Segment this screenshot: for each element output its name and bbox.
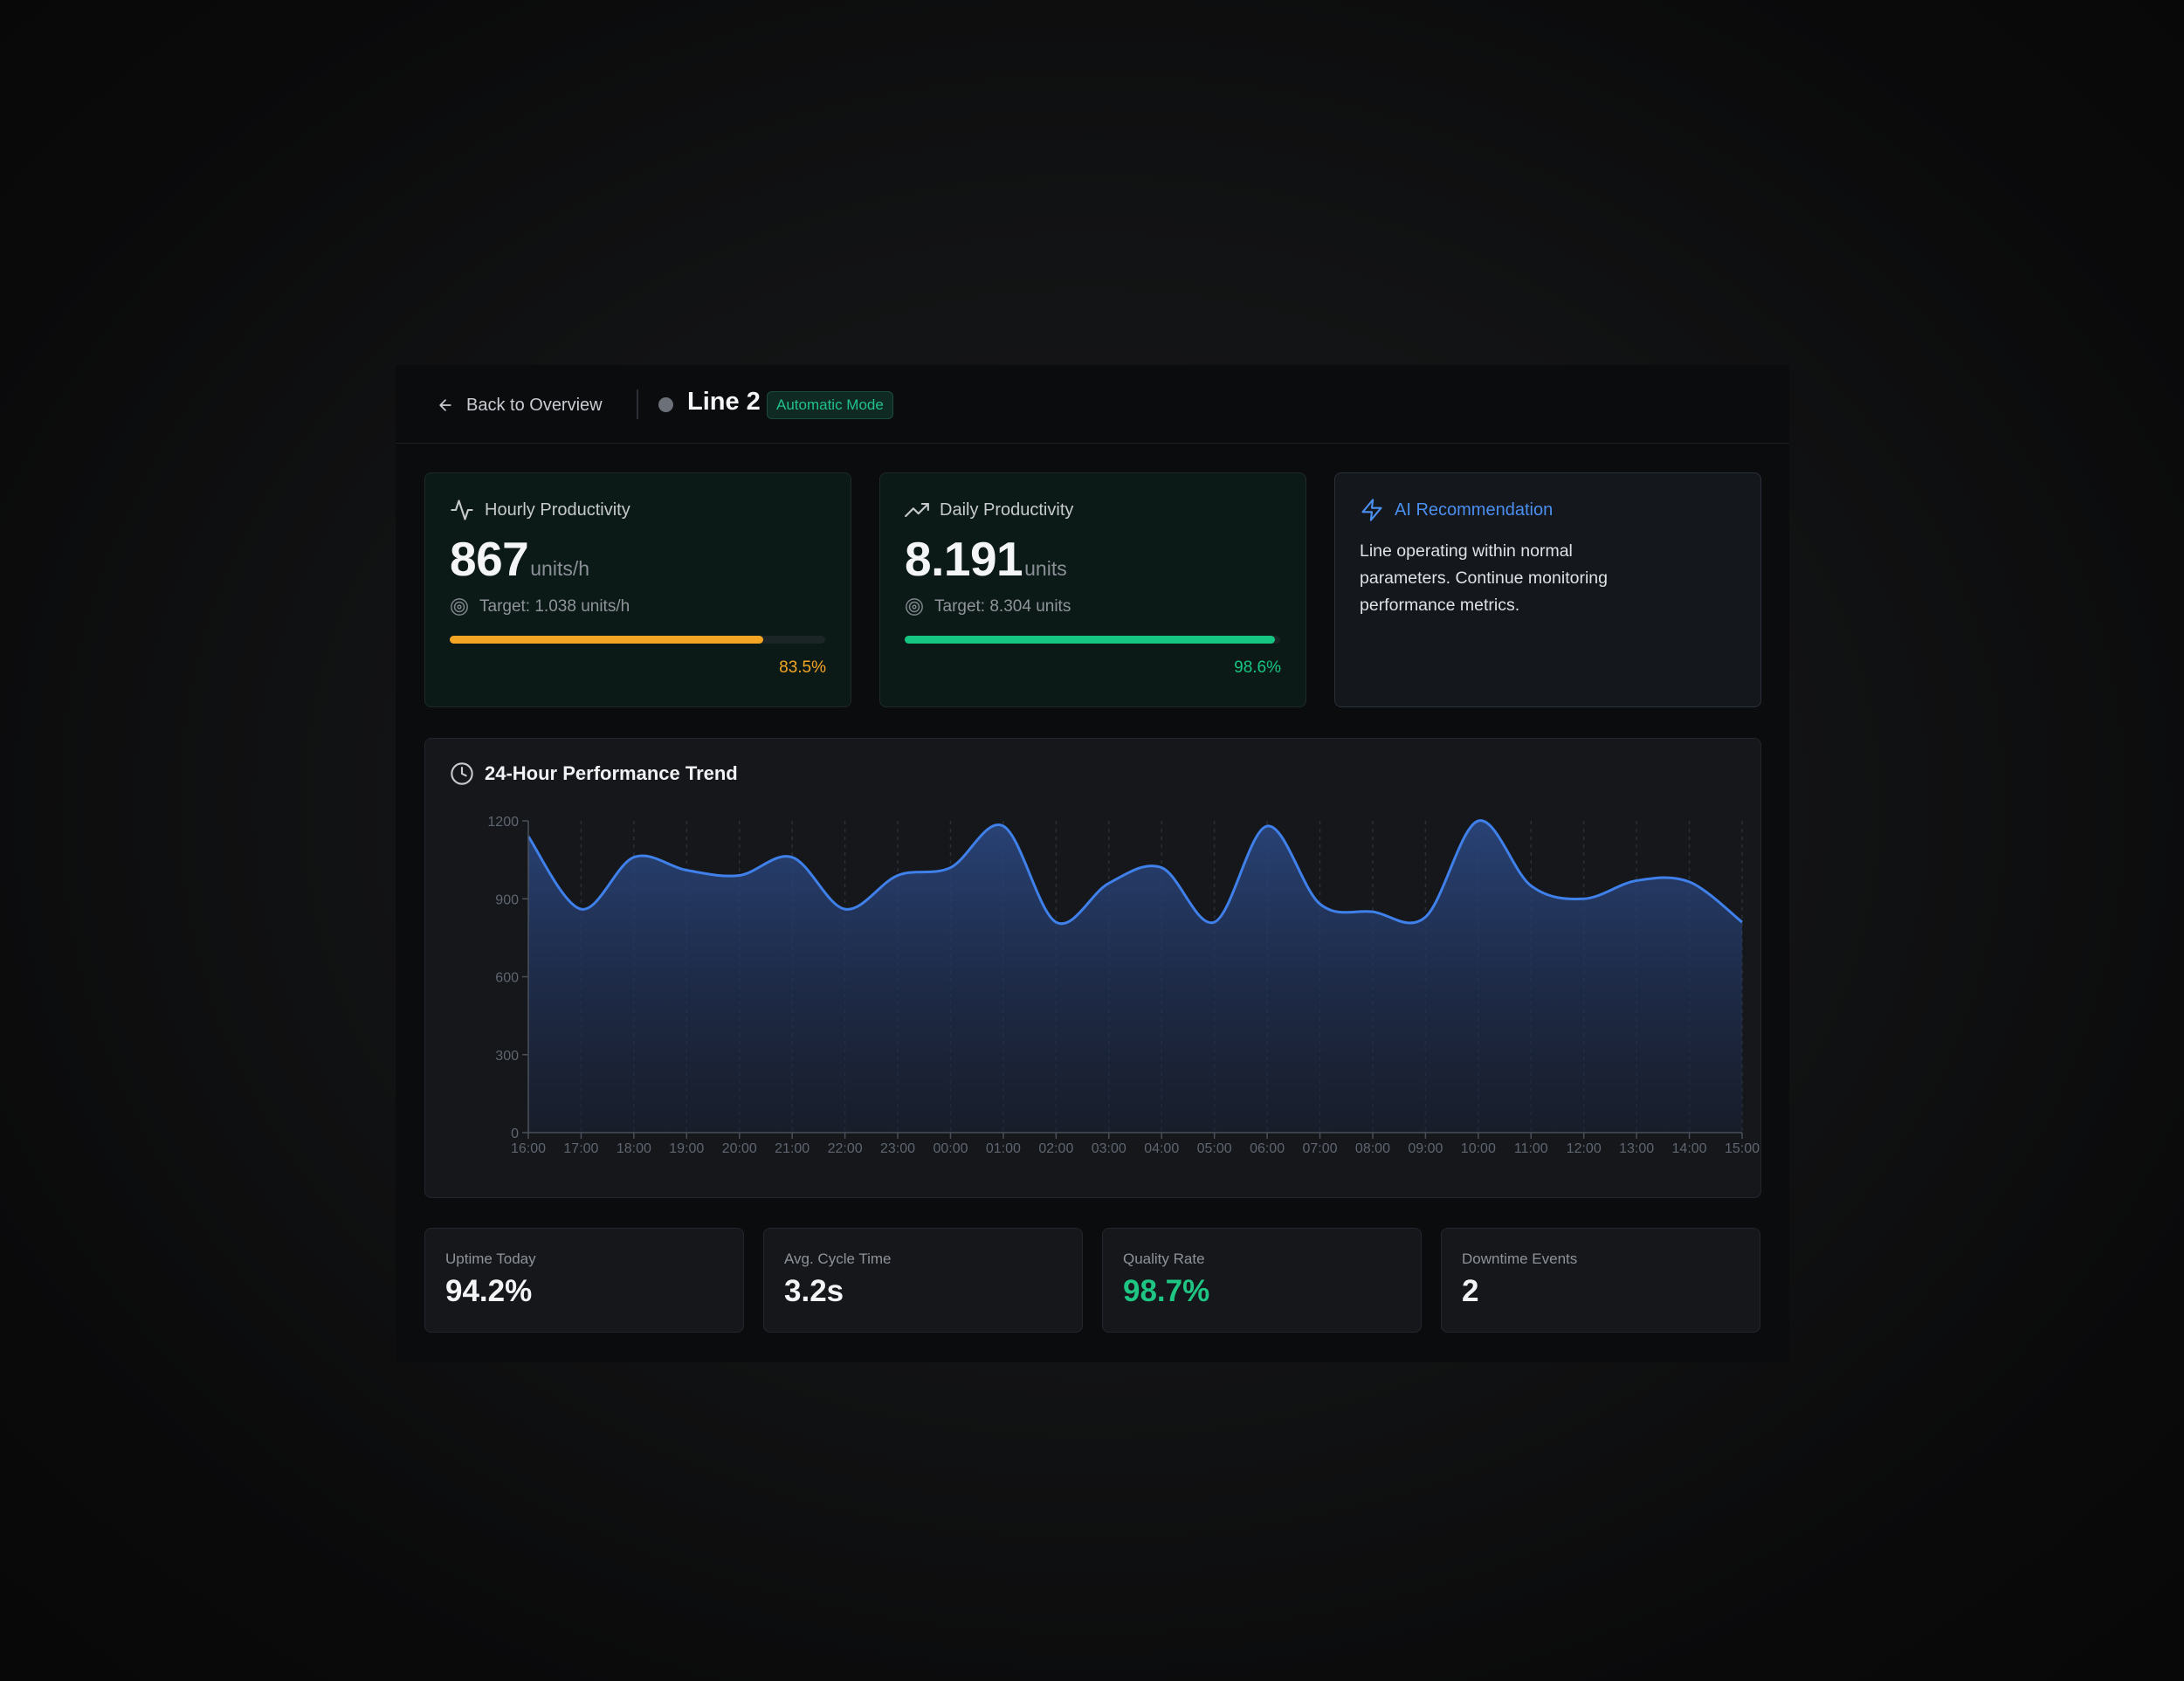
kpi-number: 8.191: [905, 532, 1023, 586]
area-fill: [528, 820, 1742, 1133]
y-tick-label: 600: [495, 971, 519, 986]
x-tick-label: 07:00: [1302, 1141, 1337, 1156]
stat-value: 98.7%: [1123, 1274, 1210, 1308]
stat-value: 2: [1462, 1274, 1479, 1308]
progress-percent: 83.5%: [779, 658, 826, 677]
back-label: Back to Overview: [466, 395, 603, 415]
card-header: 24-Hour Performance Trend: [450, 761, 738, 786]
x-tick-label: 17:00: [563, 1141, 598, 1156]
card-title: Hourly Productivity: [485, 499, 630, 520]
x-tick-label: 03:00: [1092, 1141, 1126, 1156]
x-tick-label: 13:00: [1619, 1141, 1654, 1156]
card-title: AI Recommendation: [1395, 499, 1554, 520]
arrow-left-icon: [439, 399, 451, 411]
x-tick-label: 08:00: [1355, 1141, 1390, 1156]
target-text: Target: 8.304 units: [934, 597, 1071, 616]
progress-fill: [905, 636, 1275, 644]
mode-badge: Automatic Mode: [767, 391, 893, 419]
x-tick-label: 23:00: [880, 1141, 915, 1156]
lightning-icon: [1361, 499, 1382, 521]
y-tick-label: 0: [511, 1126, 519, 1141]
stat-label: Quality Rate: [1123, 1250, 1205, 1267]
stat-value: 94.2%: [445, 1274, 533, 1308]
y-tick-label: 900: [495, 892, 519, 907]
y-tick-label: 1200: [487, 815, 519, 830]
card-header: AI Recommendation: [1360, 498, 1553, 522]
page-title: Line 2: [687, 388, 761, 416]
x-tick-label: 04:00: [1144, 1141, 1179, 1156]
performance-trend-card: 0 300 600 900 1200 16:00 17:00 18:00 19:00 20:00 2…: [424, 738, 1761, 1198]
stat-label: Avg. Cycle Time: [784, 1250, 892, 1267]
x-tick-label: 20:00: [722, 1141, 757, 1156]
card-header: Hourly Productivity: [450, 498, 630, 522]
back-to-overview-button[interactable]: Back to Overview: [437, 393, 603, 417]
activity-icon: [451, 499, 473, 520]
kpi-unit: units: [1024, 557, 1067, 580]
x-tick-label: 16:00: [511, 1141, 546, 1156]
card-title: Daily Productivity: [940, 499, 1074, 520]
x-tick-label: 12:00: [1567, 1141, 1602, 1156]
clock-icon: [451, 762, 473, 785]
stat-card-downtime-events: Downtime Events 2: [1441, 1228, 1760, 1333]
progress-bar: [905, 636, 1280, 644]
stat-label: Uptime Today: [445, 1250, 536, 1267]
chart-title: 24-Hour Performance Trend: [485, 762, 738, 784]
x-tick-label: 02:00: [1038, 1141, 1073, 1156]
target-icon: [451, 598, 468, 616]
kpi-target: Target: 1.038 units/h: [450, 597, 630, 617]
x-tick-label: 18:00: [617, 1141, 651, 1156]
progress-percent: 98.6%: [1234, 658, 1281, 677]
x-tick-label: 10:00: [1461, 1141, 1496, 1156]
top-bar: Back to Overview Line 2 Automatic Mode: [396, 365, 1789, 444]
x-tick-label: 01:00: [986, 1141, 1021, 1156]
line-detail-panel: Back to Overview Line 2 Automatic Mode H…: [396, 365, 1789, 1362]
status-dot: [658, 397, 673, 412]
target-icon: [906, 598, 923, 616]
stat-label: Downtime Events: [1462, 1250, 1578, 1267]
stat-value: 3.2s: [784, 1274, 844, 1308]
target-text: Target: 1.038 units/h: [479, 597, 630, 616]
x-tick-label: 11:00: [1514, 1141, 1548, 1156]
stat-card-uptime: Uptime Today 94.2%: [424, 1228, 744, 1333]
trending-up-icon: [905, 502, 929, 518]
kpi-value: 8.191 units: [905, 531, 1067, 587]
x-tick-label: 14:00: [1672, 1141, 1707, 1156]
x-tick-label: 06:00: [1250, 1141, 1285, 1156]
ai-recommendation-card: AI Recommendation Line operating within …: [1334, 472, 1761, 707]
x-tick-label: 00:00: [933, 1141, 968, 1156]
x-tick-label: 19:00: [669, 1141, 704, 1156]
x-tick-label: 21:00: [775, 1141, 810, 1156]
recommendation-text: Line operating within normal parameters.…: [1360, 541, 1608, 615]
hourly-productivity-card: Hourly Productivity 867 units/h Target: …: [424, 472, 851, 707]
kpi-value: 867 units/h: [450, 531, 589, 587]
x-tick-label: 22:00: [828, 1141, 863, 1156]
x-tick-label: 09:00: [1408, 1141, 1443, 1156]
y-tick-label: 300: [495, 1049, 519, 1064]
divider: [637, 389, 638, 419]
progress-bar: [450, 636, 825, 644]
performance-trend-chart: 0 300 600 900 1200 16:00 17:00 18:00 19:00 20:00 2…: [487, 815, 1760, 1156]
card-header: Daily Productivity: [905, 498, 1073, 522]
series-line: [527, 819, 1743, 926]
progress-fill: [450, 636, 764, 644]
kpi-target: Target: 8.304 units: [905, 597, 1071, 617]
x-tick-label: 15:00: [1725, 1141, 1760, 1156]
kpi-number: 867: [450, 532, 529, 586]
stat-card-quality-rate: Quality Rate 98.7%: [1102, 1228, 1422, 1333]
stat-card-cycle-time: Avg. Cycle Time 3.2s: [763, 1228, 1083, 1333]
kpi-unit: units/h: [530, 557, 590, 580]
x-tick-label: 05:00: [1197, 1141, 1232, 1156]
daily-productivity-card: Daily Productivity 8.191 units Target: 8…: [879, 472, 1306, 707]
